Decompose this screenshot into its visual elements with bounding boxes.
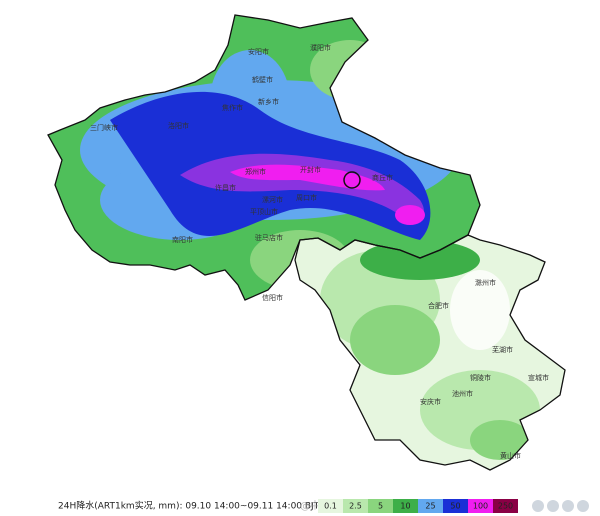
controls — [532, 500, 589, 512]
legend-label: 2.5 — [349, 502, 362, 511]
city-label: 信阳市 — [262, 293, 283, 302]
legend-swatch — [443, 499, 468, 513]
anhui-border — [294, 234, 566, 471]
anhui-rain — [295, 235, 565, 470]
legend-swatch — [418, 499, 443, 513]
city-label: 三门峡市 — [90, 123, 118, 132]
city-label: 南阳市 — [172, 235, 193, 244]
city-label: 铜陵市 — [470, 373, 491, 382]
city-label: 合肥市 — [428, 301, 449, 310]
legend-swatch — [393, 499, 418, 513]
city-label: 安阳市 — [248, 47, 269, 56]
legend-swatch — [343, 499, 368, 513]
legend-label: 5 — [378, 502, 383, 511]
city-labels: 安阳市 濮阳市 鹤壁市 新乡市 焦作市 三门峡市 洛阳市 郑州市 开封市 商丘市… — [90, 43, 549, 460]
city-label: 宣城市 — [528, 373, 549, 382]
legend: 0.1 2.5 5 10 25 50 100 250 — [318, 499, 518, 513]
legend-swatch — [318, 499, 343, 513]
city-label: 洛阳市 — [168, 121, 189, 130]
legend-label: 25 — [425, 502, 435, 511]
henan-border — [47, 14, 481, 301]
legend-label: 250 — [498, 502, 513, 511]
legend-swatch — [368, 499, 393, 513]
legend-swatch — [468, 499, 493, 513]
legend-label: 10 — [400, 502, 410, 511]
legend-label: 0.1 — [324, 502, 337, 511]
city-label: 鹤壁市 — [252, 75, 273, 84]
city-label: 滁州市 — [475, 278, 496, 287]
legend-label: 50 — [450, 502, 460, 511]
city-label: 平顶山市 — [250, 207, 278, 216]
city-label: 商丘市 — [372, 173, 393, 182]
control-button[interactable] — [577, 500, 589, 512]
caption: 24H降水(ART1km实况, mm): 09.10 14:00~09.11 1… — [58, 500, 320, 512]
city-label: 芜湖市 — [492, 345, 513, 354]
control-button[interactable] — [562, 500, 574, 512]
control-button[interactable] — [547, 500, 559, 512]
city-label: 安庆市 — [420, 397, 441, 406]
city-label: 焦作市 — [222, 103, 243, 112]
city-label: 开封市 — [300, 165, 321, 174]
city-label: 濮阳市 — [310, 43, 331, 52]
city-label: 漯河市 — [262, 195, 283, 204]
city-label: 新乡市 — [258, 97, 279, 106]
city-label: 周口市 — [296, 193, 317, 202]
city-label: 驻马店市 — [255, 233, 283, 242]
city-marker — [343, 171, 361, 189]
legend-swatch — [493, 499, 518, 513]
city-label: 郑州市 — [245, 167, 266, 176]
control-button[interactable] — [532, 500, 544, 512]
city-label: 黄山市 — [500, 451, 521, 460]
city-label: 许昌市 — [215, 183, 236, 192]
city-label: 池州市 — [452, 389, 473, 398]
legend-label: 100 — [473, 502, 488, 511]
